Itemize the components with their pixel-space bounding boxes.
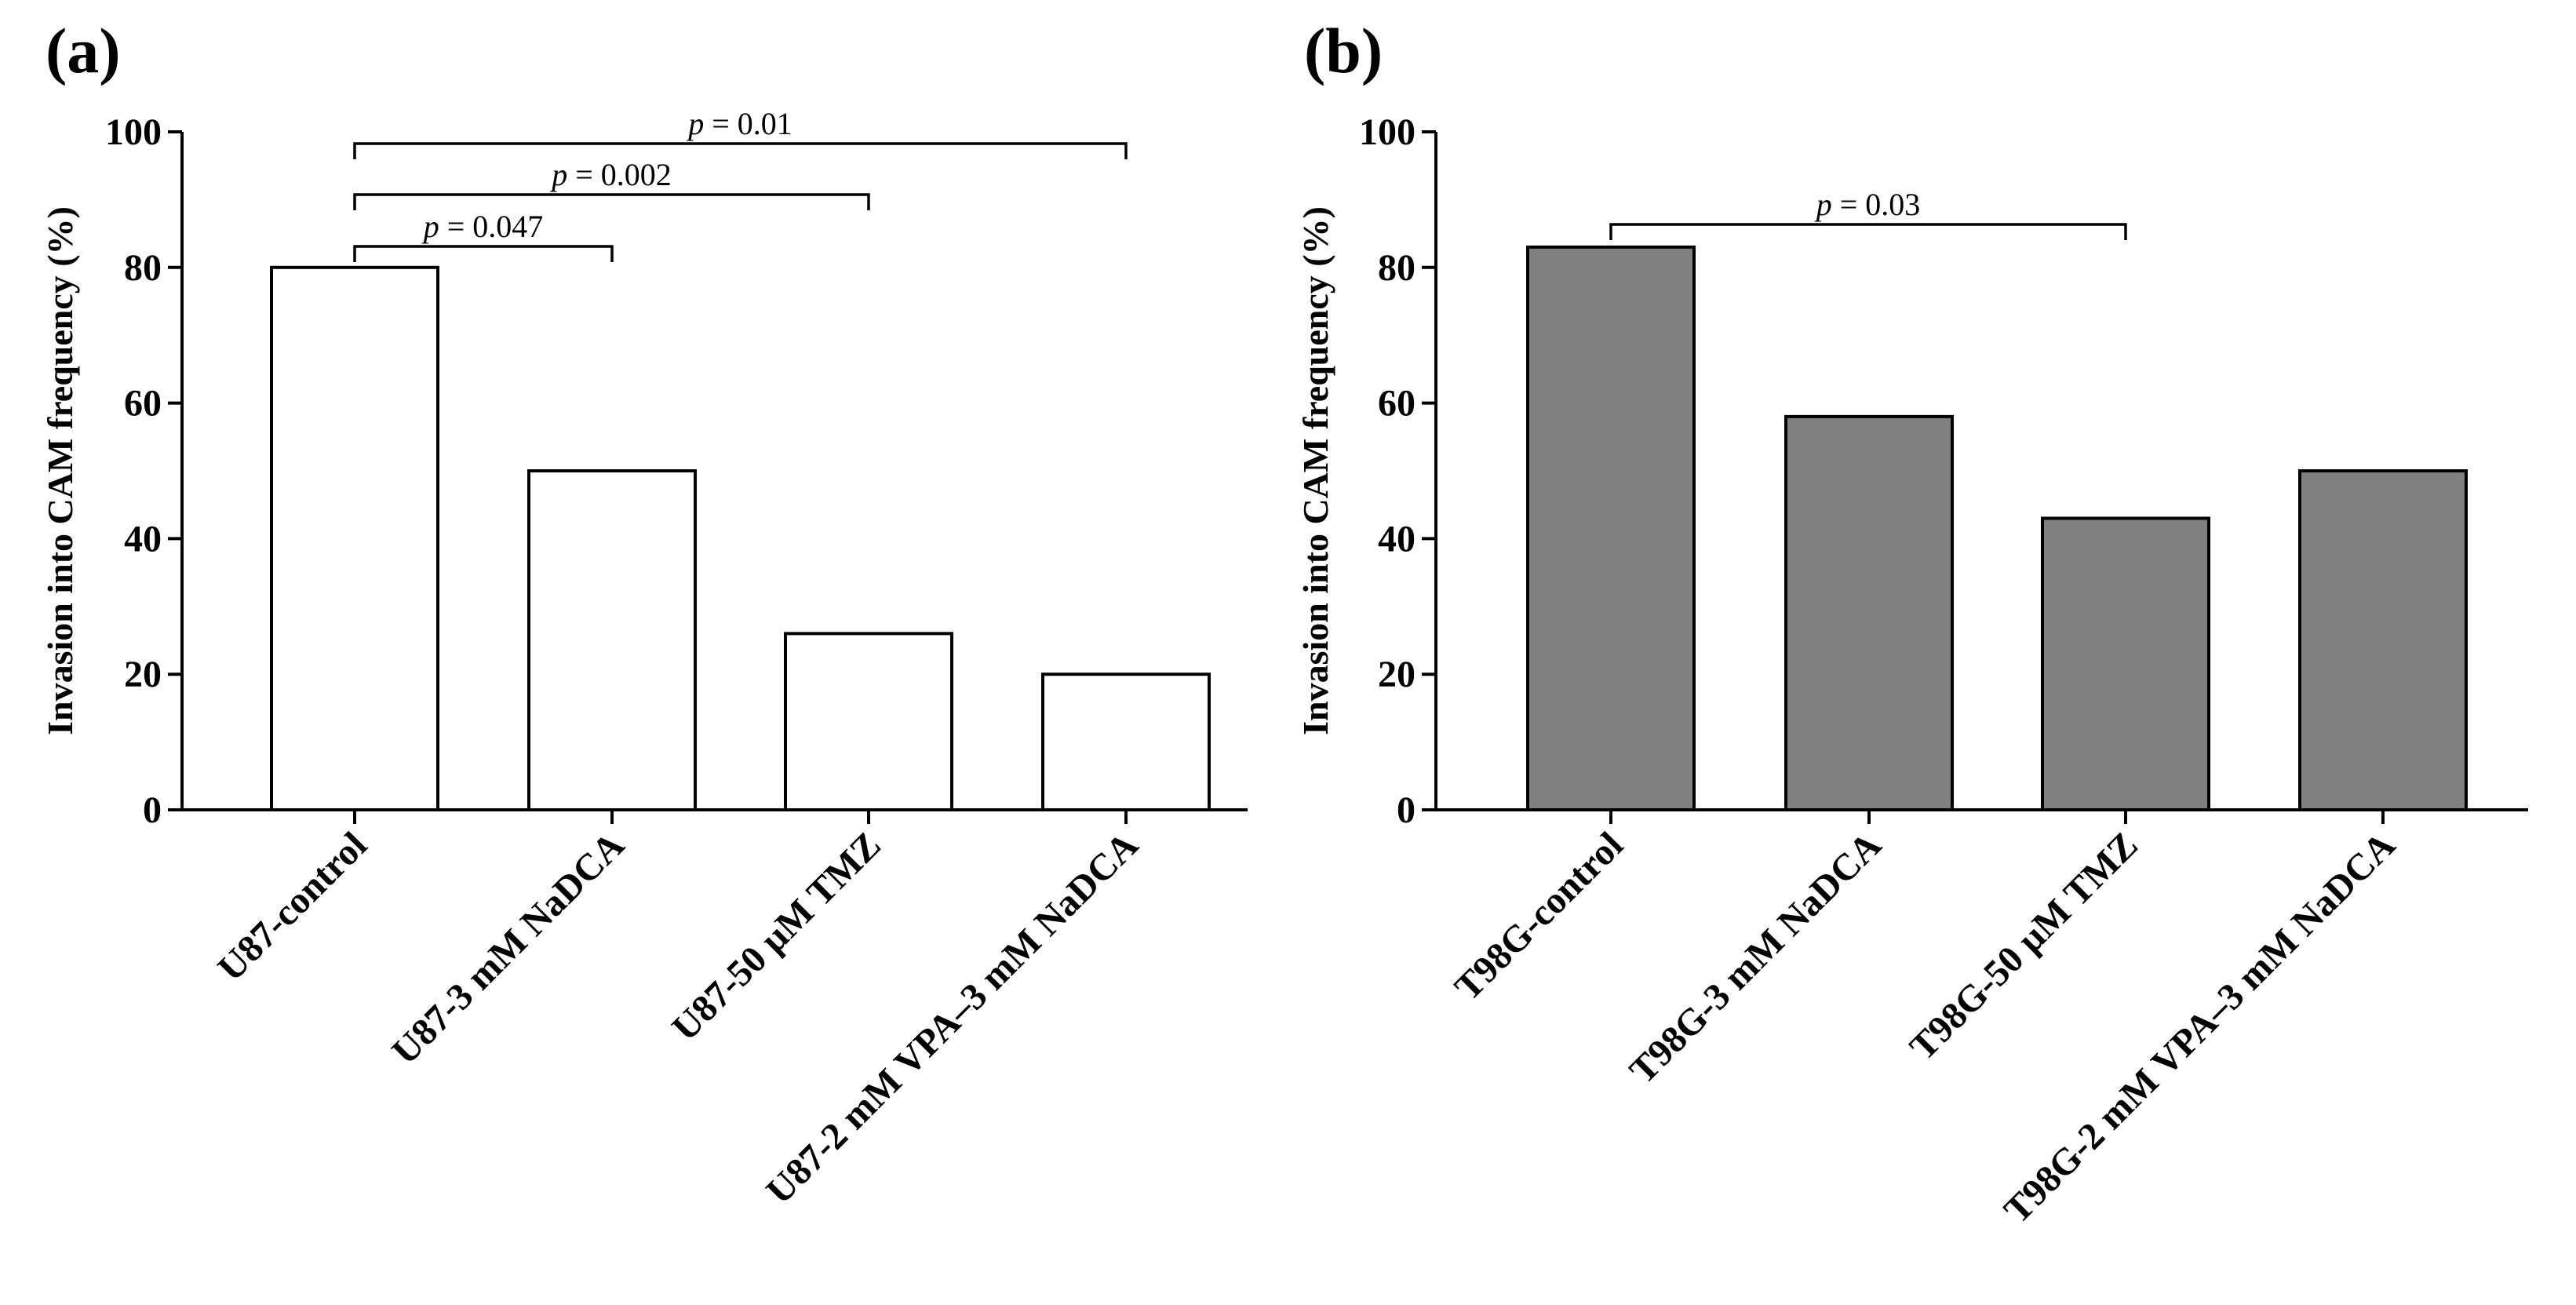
panel-label: (b) [1304, 15, 1383, 86]
bar [527, 469, 697, 811]
x-tick-label: U87-50 µM TMZ [664, 824, 888, 1048]
p-value-label: p = 0.03 [1814, 187, 1921, 222]
significance-bracket [353, 245, 614, 262]
x-tick-label: T98G-control [1447, 824, 1631, 1008]
y-tick-label: 20 [124, 654, 162, 695]
chart-panel-b: (b) Invasion into CAM frequency (%) 0 20 40 6… [1295, 15, 2528, 1231]
y-tick-label: 60 [124, 383, 162, 425]
significance-bracket [353, 193, 870, 210]
x-tick-label: T98G-3 mM NaDCA [1622, 824, 1889, 1092]
bar [1526, 245, 1696, 811]
y-tick-label: 60 [1378, 383, 1416, 425]
y-tick-label: 80 [124, 247, 162, 289]
p-value-label: p = 0.01 [686, 106, 792, 141]
y-tick-label: 100 [105, 111, 162, 153]
p-value-label: p = 0.047 [421, 209, 544, 244]
y-tick-label: 80 [1378, 247, 1416, 289]
bar [2298, 469, 2468, 811]
y-tick-label: 40 [124, 518, 162, 560]
p-value-label: p = 0.002 [549, 157, 672, 192]
y-tick-label: 20 [1378, 654, 1416, 695]
x-tick-label: U87-control [210, 824, 374, 989]
y-tick-label: 100 [1359, 111, 1416, 153]
bar [1041, 673, 1211, 812]
bar [270, 265, 439, 811]
y-axis-label: Invasion into CAM frequency (%) [40, 206, 80, 735]
chart-panel-a: (a) Invasion into CAM frequency (%) 0 20 40 6… [40, 15, 1248, 1212]
y-tick-label: 40 [1378, 518, 1416, 560]
y-tick-label: 0 [143, 789, 162, 831]
x-tick-label: U87-3 mM NaDCA [384, 824, 632, 1073]
bar [784, 632, 953, 811]
y-axis-label: Invasion into CAM frequency (%) [1295, 206, 1335, 735]
significance-bracket [1609, 223, 2127, 240]
bar [2041, 516, 2210, 811]
x-tick-label: T98G-50 µM TMZ [1902, 824, 2146, 1068]
panel-label: (a) [46, 15, 121, 86]
significance-bracket [353, 142, 1128, 159]
bar [1784, 414, 1954, 811]
y-tick-label: 0 [1397, 789, 1416, 831]
